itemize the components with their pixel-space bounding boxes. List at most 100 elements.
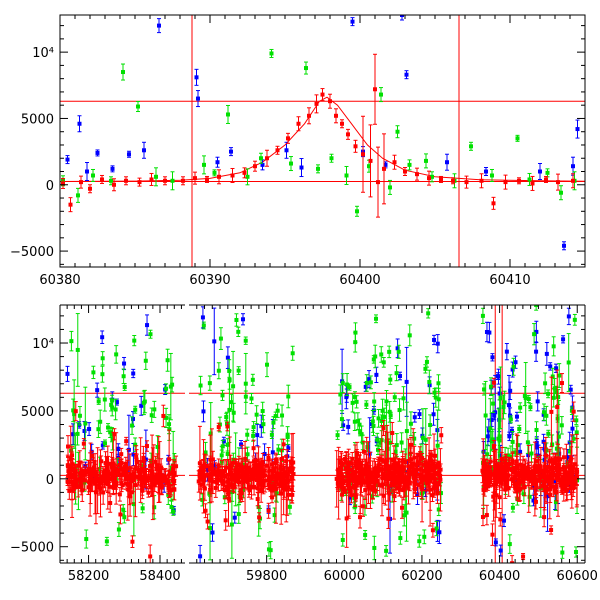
data-point [403,169,407,174]
data-point [152,407,157,412]
data-point [270,495,275,500]
data-point [397,487,402,492]
data-point [126,487,131,492]
data-point [284,459,289,464]
data-point [95,388,100,393]
top-panel-frame [59,14,586,268]
data-point [224,484,229,489]
data-point [247,488,252,493]
data-point [350,400,355,405]
data-point [226,112,230,117]
data-point [172,471,177,476]
data-point [432,337,437,342]
data-point [209,463,214,468]
data-point [436,507,441,512]
data-point [77,121,82,126]
data-point [387,491,392,496]
data-point [67,488,72,493]
data-point [491,201,496,206]
data-point [382,414,387,419]
data-point [527,177,532,182]
data-point [402,513,407,518]
data-point [392,494,397,499]
data-point [340,381,345,386]
data-point [170,178,175,183]
data-point [435,491,440,496]
data-point [251,433,256,438]
data-point [114,466,119,471]
data-point [430,528,435,533]
data-point [272,485,277,490]
data-point [107,484,112,489]
data-point [69,488,74,493]
data-point [347,385,352,390]
data-point [236,462,241,467]
data-point [435,462,440,467]
data-point [159,481,164,486]
data-point [344,173,349,178]
data-point [160,479,165,484]
data-point [166,479,171,484]
data-point [379,418,384,423]
data-point [353,495,358,500]
data-point [355,419,360,424]
data-point [422,534,427,539]
data-point [230,173,235,178]
data-point [373,479,378,484]
data-point [70,453,75,458]
data-point [224,415,229,420]
data-point [84,537,89,542]
x-tick-label: 60400 [339,273,380,288]
data-point [109,402,114,407]
data-point [258,467,263,472]
data-point [384,548,389,553]
data-point [397,374,402,379]
model-curve [60,96,585,182]
data-point [236,368,241,373]
data-point [417,412,422,417]
data-point [266,547,271,552]
data-point [76,484,81,489]
data-point [381,426,386,431]
data-point [403,482,408,487]
data-point [148,554,153,559]
data-point [260,409,265,414]
data-point [196,479,201,484]
data-point [358,430,363,435]
data-point [167,427,172,432]
data-point [231,384,236,389]
data-point [156,467,161,472]
data-point [130,472,135,477]
data-point [206,472,211,477]
data-point [82,428,87,433]
data-point [230,490,235,495]
data-point [105,482,110,487]
data-point [388,377,393,382]
data-point [391,458,396,463]
data-point [286,446,291,451]
data-point [239,488,244,493]
data-point [61,181,65,186]
data-point [234,317,239,322]
data-point [252,484,257,489]
data-point [209,476,214,481]
data-point [427,176,431,181]
data-point [65,479,70,484]
data-point [80,469,85,474]
data-point [157,480,162,485]
data-point [110,405,115,410]
data-point [72,466,77,471]
data-point [88,471,93,476]
data-point [203,450,208,455]
data-point [346,132,350,137]
data-point [79,180,83,185]
data-point [374,473,379,478]
data-point [104,470,109,475]
data-point [109,432,114,437]
data-point [97,484,102,489]
data-point [320,92,325,97]
data-point [575,127,580,132]
data-point [103,441,108,446]
data-point [101,472,106,477]
data-point [119,460,124,465]
